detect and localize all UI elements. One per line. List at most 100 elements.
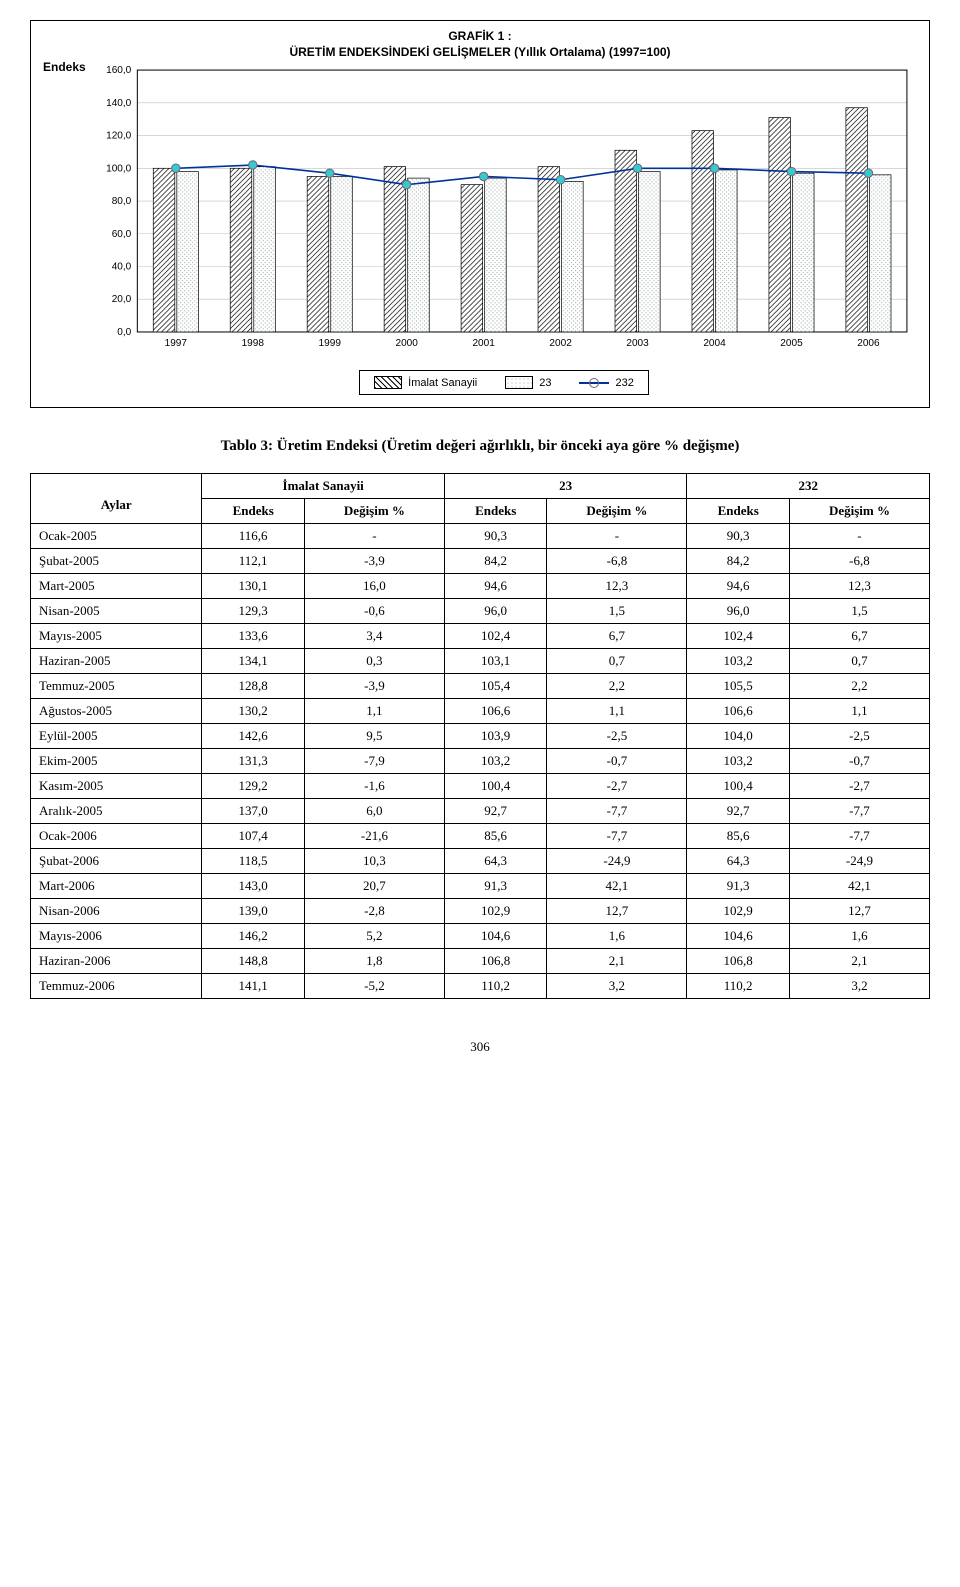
value-cell: -2,7 (789, 774, 929, 799)
value-cell: -24,9 (547, 849, 687, 874)
value-cell: 133,6 (202, 624, 305, 649)
value-cell: 92,7 (444, 799, 547, 824)
table-row: Nisan-2006139,0-2,8102,912,7102,912,7 (31, 899, 930, 924)
value-cell: 118,5 (202, 849, 305, 874)
value-cell: 128,8 (202, 674, 305, 699)
value-cell: 2,2 (547, 674, 687, 699)
value-cell: 102,4 (687, 624, 790, 649)
month-cell: Şubat-2005 (31, 549, 202, 574)
table-row: Haziran-2005134,10,3103,10,7103,20,7 (31, 649, 930, 674)
legend-swatch-hatch (374, 376, 402, 389)
value-cell: 6,7 (547, 624, 687, 649)
value-cell: 102,9 (444, 899, 547, 924)
svg-text:40,0: 40,0 (112, 262, 132, 273)
svg-text:100,0: 100,0 (106, 163, 132, 174)
month-cell: Ağustos-2005 (31, 699, 202, 724)
value-cell: 110,2 (687, 974, 790, 999)
month-cell: Mart-2005 (31, 574, 202, 599)
value-cell: 105,5 (687, 674, 790, 699)
svg-text:2000: 2000 (395, 338, 418, 349)
table-row: Ağustos-2005130,21,1106,61,1106,61,1 (31, 699, 930, 724)
value-cell: 2,1 (789, 949, 929, 974)
value-cell: 130,1 (202, 574, 305, 599)
value-cell: 1,6 (789, 924, 929, 949)
chart-svg: 0,020,040,060,080,0100,0120,0140,0160,01… (91, 60, 917, 362)
value-cell: 96,0 (444, 599, 547, 624)
table-row: Mart-2006143,020,791,342,191,342,1 (31, 874, 930, 899)
svg-text:160,0: 160,0 (106, 65, 132, 76)
table-row: Mayıs-2005133,63,4102,46,7102,46,7 (31, 624, 930, 649)
value-cell: 3,4 (304, 624, 444, 649)
table-row: Kasım-2005129,2-1,6100,4-2,7100,4-2,7 (31, 774, 930, 799)
value-cell: 96,0 (687, 599, 790, 624)
svg-text:20,0: 20,0 (112, 294, 132, 305)
value-cell: 91,3 (444, 874, 547, 899)
value-cell: 102,9 (687, 899, 790, 924)
value-cell: 12,3 (789, 574, 929, 599)
value-cell: 64,3 (444, 849, 547, 874)
svg-text:2004: 2004 (703, 338, 726, 349)
value-cell: -7,7 (547, 799, 687, 824)
col-degisim-2: Değişim % (547, 499, 687, 524)
value-cell: 104,0 (687, 724, 790, 749)
value-cell: - (304, 524, 444, 549)
col-degisim-1: Değişim % (304, 499, 444, 524)
value-cell: 143,0 (202, 874, 305, 899)
value-cell: 1,5 (547, 599, 687, 624)
value-cell: 0,7 (789, 649, 929, 674)
value-cell: -5,2 (304, 974, 444, 999)
value-cell: 3,2 (789, 974, 929, 999)
value-cell: -21,6 (304, 824, 444, 849)
value-cell: 142,6 (202, 724, 305, 749)
month-cell: Haziran-2005 (31, 649, 202, 674)
col-endeks-3: Endeks (687, 499, 790, 524)
table-row: Nisan-2005129,3-0,696,01,596,01,5 (31, 599, 930, 624)
value-cell: 0,7 (547, 649, 687, 674)
data-table: Aylar İmalat Sanayii 23 232 Endeks Değiş… (30, 473, 930, 999)
svg-text:120,0: 120,0 (106, 131, 132, 142)
svg-text:2006: 2006 (857, 338, 880, 349)
svg-text:2002: 2002 (549, 338, 572, 349)
value-cell: 94,6 (687, 574, 790, 599)
value-cell: 137,0 (202, 799, 305, 824)
month-cell: Mart-2006 (31, 874, 202, 899)
table-row: Temmuz-2006141,1-5,2110,23,2110,23,2 (31, 974, 930, 999)
value-cell: 9,5 (304, 724, 444, 749)
legend-label-bar1: İmalat Sanayii (408, 377, 477, 389)
value-cell: 20,7 (304, 874, 444, 899)
value-cell: 42,1 (789, 874, 929, 899)
value-cell: 84,2 (687, 549, 790, 574)
table-row: Aralık-2005137,06,092,7-7,792,7-7,7 (31, 799, 930, 824)
value-cell: -2,7 (547, 774, 687, 799)
table-row: Mayıs-2006146,25,2104,61,6104,61,6 (31, 924, 930, 949)
value-cell: 148,8 (202, 949, 305, 974)
legend-item-line: 232 (579, 376, 633, 389)
month-cell: Haziran-2006 (31, 949, 202, 974)
value-cell: -3,9 (304, 549, 444, 574)
chart-container: GRAFİK 1 : ÜRETİM ENDEKSİNDEKİ GELİŞMELE… (30, 20, 930, 408)
value-cell: 134,1 (202, 649, 305, 674)
value-cell: 85,6 (444, 824, 547, 849)
value-cell: -2,5 (547, 724, 687, 749)
value-cell: -7,7 (789, 799, 929, 824)
value-cell: 16,0 (304, 574, 444, 599)
chart-legend: İmalat Sanayii 23 232 (359, 370, 649, 395)
value-cell: 2,1 (547, 949, 687, 974)
month-cell: Mayıs-2005 (31, 624, 202, 649)
value-cell: 84,2 (444, 549, 547, 574)
svg-text:1999: 1999 (319, 338, 342, 349)
value-cell: 106,8 (444, 949, 547, 974)
month-cell: Ocak-2006 (31, 824, 202, 849)
table-title: Tablo 3: Üretim Endeksi (Üretim değeri a… (170, 438, 790, 455)
table-header-row-1: Aylar İmalat Sanayii 23 232 (31, 474, 930, 499)
value-cell: 1,5 (789, 599, 929, 624)
legend-label-bar2: 23 (539, 377, 551, 389)
value-cell: 116,6 (202, 524, 305, 549)
value-cell: 1,1 (304, 699, 444, 724)
value-cell: 139,0 (202, 899, 305, 924)
chart-y-axis-label: Endeks (43, 60, 91, 395)
svg-text:2005: 2005 (780, 338, 803, 349)
month-cell: Temmuz-2005 (31, 674, 202, 699)
value-cell: 100,4 (687, 774, 790, 799)
svg-text:80,0: 80,0 (112, 196, 132, 207)
